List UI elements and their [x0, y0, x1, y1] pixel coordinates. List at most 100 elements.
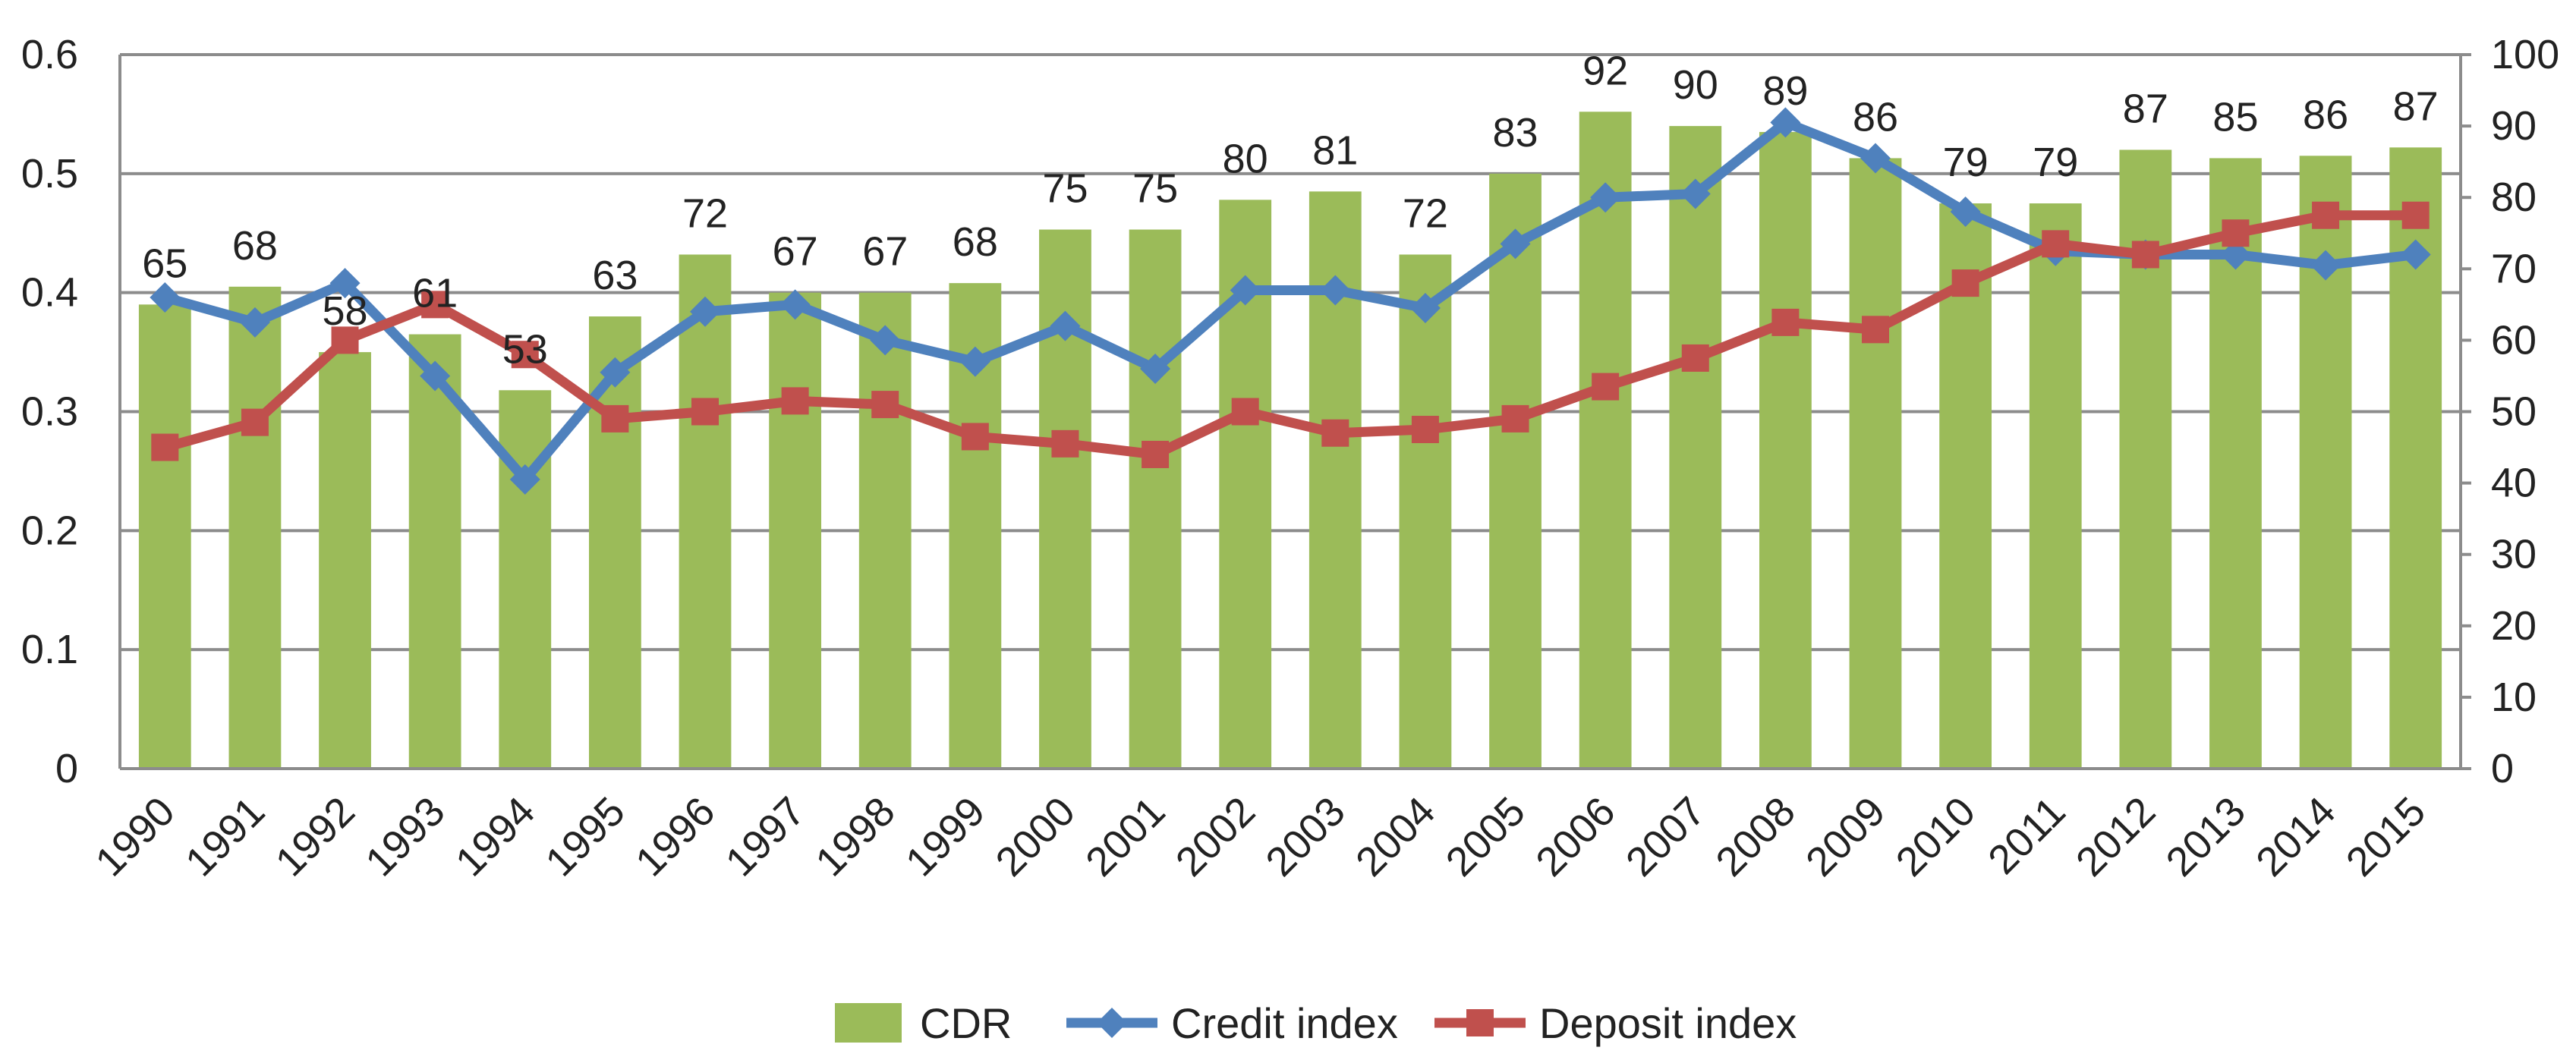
- x-tick-label: 2002: [1167, 788, 1264, 885]
- deposit-index-point: [961, 423, 989, 451]
- index-lines: [150, 107, 2431, 495]
- cdr-data-label: 63: [592, 253, 638, 298]
- right-tick-label: 40: [2491, 461, 2537, 506]
- cdr-data-label: 86: [1853, 94, 1898, 140]
- deposit-index-point: [1862, 316, 1889, 344]
- deposit-index-point: [1411, 416, 1439, 444]
- right-tick-label: 0: [2491, 746, 2514, 791]
- credit-index-point: [1860, 143, 1891, 174]
- cdr-bar: [858, 292, 912, 769]
- deposit-index-point: [151, 433, 179, 461]
- deposit-index-point: [2131, 241, 2159, 269]
- x-tick-label: 1994: [447, 788, 543, 885]
- legend-label-cdr: CDR: [920, 999, 1012, 1047]
- x-tick-label: 2012: [2067, 788, 2164, 885]
- deposit-index-point: [1592, 373, 1620, 401]
- cdr-bar: [1129, 229, 1182, 769]
- right-tick-label: 90: [2491, 103, 2537, 149]
- deposit-index-point: [1142, 440, 1170, 468]
- deposit-index-point: [2042, 230, 2070, 258]
- x-tick-label: 2008: [1707, 788, 1803, 885]
- credit-index-point: [2220, 239, 2251, 270]
- x-tick-label: 2013: [2158, 788, 2254, 885]
- cdr-data-label: 61: [412, 271, 458, 316]
- deposit-index-point: [1681, 344, 1709, 372]
- cdr-data-label: 87: [2393, 83, 2439, 129]
- x-tick-label: 2004: [1347, 788, 1444, 885]
- right-tick-label: 50: [2491, 389, 2537, 435]
- deposit-index-point: [1771, 308, 1800, 336]
- deposit-index-point: [2401, 201, 2430, 229]
- left-tick-label: 0: [55, 746, 78, 791]
- left-tick-label: 0.5: [21, 151, 78, 197]
- credit-index-point: [2400, 239, 2431, 270]
- cdr-bars: [138, 112, 2442, 769]
- deposit-index-point: [1231, 398, 1259, 426]
- cdr-bar: [679, 254, 732, 769]
- cdr-data-label: 85: [2212, 94, 2258, 140]
- cdr-bar: [2029, 203, 2082, 769]
- cdr-data-label: 68: [232, 223, 278, 269]
- credit-index-point: [1320, 275, 1351, 306]
- credit-index-point: [870, 325, 901, 356]
- cdr-data-label: 79: [2033, 140, 2078, 185]
- right-tick-label: 10: [2491, 675, 2537, 720]
- x-tick-label: 2001: [1077, 788, 1173, 885]
- deposit-index-point: [871, 391, 899, 419]
- x-tick-label: 2011: [1979, 788, 2074, 883]
- x-tick-label: 2006: [1527, 788, 1623, 885]
- deposit-index-point: [511, 341, 539, 369]
- credit-index-point: [1680, 178, 1711, 209]
- deposit-index-point: [781, 387, 809, 415]
- credit-index-line: [163, 117, 2417, 485]
- cdr-bar: [138, 304, 191, 769]
- cdr-data-label: 81: [1312, 127, 1358, 173]
- deposit-index-point: [421, 291, 449, 319]
- x-tick-label: 1996: [627, 788, 723, 885]
- cdr-bar: [1669, 126, 1722, 769]
- right-tick-label: 70: [2491, 246, 2537, 291]
- cdr-bar: [1759, 131, 1812, 769]
- x-tick-label: 2003: [1257, 788, 1353, 885]
- x-tick-label: 1990: [87, 788, 183, 885]
- credit-index-point: [150, 282, 181, 313]
- deposit-index-line: [163, 210, 2416, 460]
- cdr-bar: [499, 390, 552, 769]
- cdr-data-label: 90: [1673, 62, 1718, 108]
- x-tick-label: 1993: [357, 788, 453, 885]
- credit-index-point: [1590, 182, 1621, 213]
- cdr-data-label: 65: [142, 241, 187, 286]
- cdr-bar: [1579, 112, 1632, 769]
- cdr-data-label: 80: [1223, 136, 1268, 181]
- credit-index-point: [329, 268, 361, 299]
- credit-index-point: [509, 464, 540, 495]
- cdr-bar: [769, 292, 822, 769]
- credit-index-point: [1140, 354, 1171, 385]
- cdr-bar: [319, 352, 371, 769]
- x-tick-label: 2000: [987, 788, 1084, 885]
- credit-index-point: [959, 346, 990, 377]
- x-tick-label: 1991: [177, 788, 273, 885]
- credit-index-point: [1500, 228, 1531, 259]
- left-tick-label: 0.1: [21, 627, 78, 672]
- cdr-data-label: 72: [682, 190, 728, 236]
- cdr-data-label: 79: [1943, 140, 1989, 185]
- left-tick-label: 0.4: [21, 270, 78, 316]
- credit-index-point: [600, 357, 631, 388]
- cdr-bar: [1489, 173, 1542, 769]
- legend-label-deposit-index: Deposit index: [1539, 999, 1797, 1047]
- credit-index-point: [420, 360, 451, 392]
- credit-index-point: [1050, 310, 1081, 341]
- right-tick-label: 60: [2491, 317, 2537, 363]
- deposit-index-point: [241, 408, 269, 436]
- cdr-bar: [228, 286, 282, 769]
- x-tick-label: 2005: [1438, 788, 1534, 885]
- cdr-data-label: 83: [1492, 110, 1538, 156]
- deposit-index-point: [1321, 419, 1349, 447]
- cdr-data-label: 75: [1042, 166, 1088, 212]
- cdr-data-label: 72: [1403, 190, 1448, 236]
- cdr-data-labels: 65 68 58 61 53 63 72 67 67 68 75 75 80 81 72 83 92 90 89 86…: [142, 48, 2438, 372]
- credit-index-point: [1950, 197, 1981, 228]
- deposit-index-point: [331, 326, 359, 354]
- deposit-index-point: [1501, 404, 1529, 432]
